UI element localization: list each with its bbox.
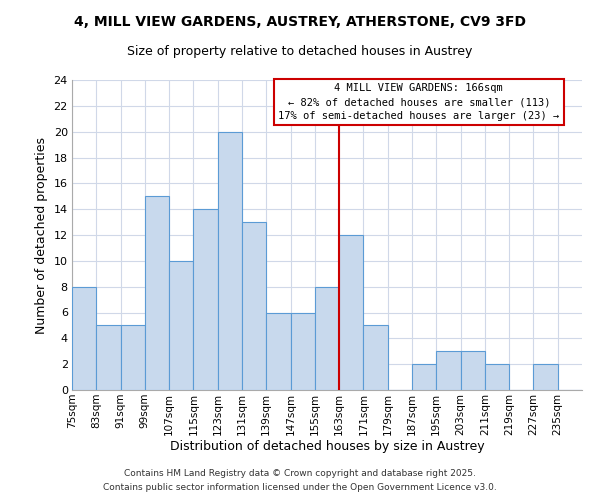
Bar [436, 351, 461, 390]
X-axis label: Distribution of detached houses by size in Austrey: Distribution of detached houses by size … [170, 440, 484, 454]
Bar [533, 364, 558, 390]
Y-axis label: Number of detached properties: Number of detached properties [35, 136, 48, 334]
Bar [169, 261, 193, 390]
Text: 4, MILL VIEW GARDENS, AUSTREY, ATHERSTONE, CV9 3FD: 4, MILL VIEW GARDENS, AUSTREY, ATHERSTON… [74, 15, 526, 29]
Bar [193, 209, 218, 390]
Bar [290, 312, 315, 390]
Bar [412, 364, 436, 390]
Bar [72, 286, 96, 390]
Bar [315, 286, 339, 390]
Text: Contains HM Land Registry data © Crown copyright and database right 2025.: Contains HM Land Registry data © Crown c… [124, 468, 476, 477]
Bar [266, 312, 290, 390]
Bar [364, 326, 388, 390]
Bar [242, 222, 266, 390]
Text: 4 MILL VIEW GARDENS: 166sqm
← 82% of detached houses are smaller (113)
17% of se: 4 MILL VIEW GARDENS: 166sqm ← 82% of det… [278, 83, 559, 121]
Text: Size of property relative to detached houses in Austrey: Size of property relative to detached ho… [127, 45, 473, 58]
Bar [339, 235, 364, 390]
Bar [461, 351, 485, 390]
Bar [121, 326, 145, 390]
Bar [218, 132, 242, 390]
Text: Contains public sector information licensed under the Open Government Licence v3: Contains public sector information licen… [103, 484, 497, 492]
Bar [485, 364, 509, 390]
Bar [145, 196, 169, 390]
Bar [96, 326, 121, 390]
